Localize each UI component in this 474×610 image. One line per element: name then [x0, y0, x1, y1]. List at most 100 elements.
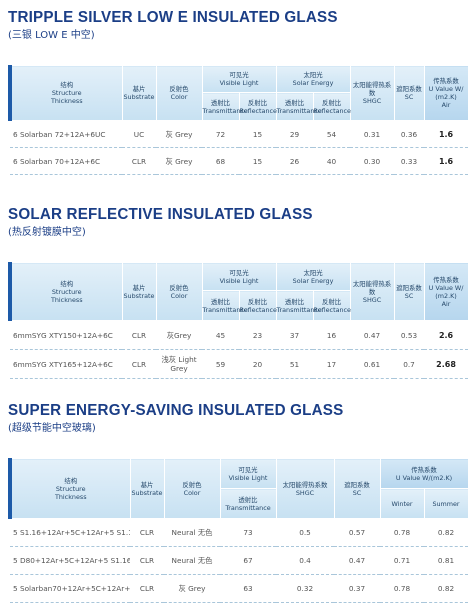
data-cell: 0.37: [334, 574, 380, 603]
data-cell: 0.36: [394, 120, 425, 148]
data-cell: 0.47: [334, 546, 380, 575]
header-text: Reflectance: [239, 106, 277, 115]
header-text: SC: [404, 291, 414, 300]
header-cell: 传热系数 U Value W/(m2.K): [379, 458, 469, 489]
data-cell: 0.78: [380, 574, 424, 603]
data-cell: 72: [202, 120, 239, 148]
header-row: 结构 Structure Thickness 基片 Substrate 反射色 Color 可…: [8, 262, 469, 321]
data-cell: 15: [239, 147, 277, 175]
header-cell: 反射色 Color: [163, 458, 221, 519]
header-cell: 基片 Substrate: [121, 65, 157, 121]
header-row: 透射比 Transmittance 反射比 Reflectance 透射比 Transmi…: [10, 92, 468, 121]
header-text: 反射色: [169, 283, 189, 292]
data-cell: 5 D80+12Ar+5C+12Ar+5 S1.16: [10, 546, 130, 575]
header-cell: Summer: [423, 488, 469, 519]
header-text: Visible Light: [228, 473, 268, 482]
header-cell: 反射色 Color: [155, 65, 203, 121]
header-text: 遮阳系数: [344, 480, 370, 489]
header-cell: 遮阳系数 SC: [393, 65, 425, 121]
header-cell: 透射比 Transmittance: [201, 290, 248, 321]
header-cell: 太阳光 Solar Energy: [275, 262, 351, 291]
data-cell: 29: [276, 120, 314, 148]
data-cell: 0.61: [350, 349, 395, 379]
header-cell: 反射比 Reflectance: [238, 92, 277, 121]
data-cell: 1.6: [424, 120, 469, 148]
data-cell: 0.30: [350, 147, 395, 175]
section-title: TRIPPLE SILVER LOW E INSULATED GLASS: [8, 9, 338, 26]
data-cell: 0.81: [424, 546, 469, 575]
header-text: 透射比: [210, 297, 231, 306]
data-cell: 0.4: [276, 546, 334, 575]
header-text: (m2.K): [435, 93, 457, 101]
header-text: 反射比: [247, 98, 268, 107]
header-cell: 可见光 Visible Light: [201, 65, 277, 93]
header-cell: 透射比 Transmittance: [219, 488, 277, 519]
header-cell: 结构 Structure Thickness: [8, 458, 131, 519]
header-text: SHGC: [362, 97, 382, 105]
data-cell: 灰 Grey: [164, 574, 220, 603]
header-text: 结构: [60, 279, 74, 288]
header-cell: Winter: [379, 488, 425, 519]
header-text: 反射比: [321, 98, 342, 107]
section-subtitle: (热反射镀膜中空): [8, 227, 86, 238]
header-text: SC: [404, 93, 414, 101]
header-text: SHGC: [362, 295, 382, 304]
data-cell: CLR: [130, 518, 164, 547]
data-cell: UC: [122, 120, 156, 148]
header-cell: 透射比 Transmittance: [275, 92, 322, 121]
header-text: Transmittance: [276, 305, 322, 314]
header-text: 遮阳系数: [396, 283, 422, 292]
header-text: Air: [441, 299, 451, 308]
data-cell: 6 Solarban 72+12A+6UC: [10, 120, 122, 148]
header-cell: 可见光 Visible Light: [201, 262, 277, 291]
data-cell: 0.82: [424, 518, 469, 547]
header-cell: 反射比 Reflectance: [238, 290, 277, 321]
header-cell: 反射色 Color: [155, 262, 203, 321]
data-cell: 6mmSYG XTY150+12A+6C: [10, 320, 122, 350]
header-cell: 透射比 Transmittance: [275, 290, 322, 321]
header-text: Reflectance: [239, 305, 277, 314]
header-cell: 太阳能得热系数 SHGC: [275, 458, 335, 519]
header-text: 反射比: [321, 297, 342, 306]
data-row: 5 Solarban70+12Ar+5C+12Ar+5 S1.16CLR灰 Gr…: [10, 574, 469, 603]
section: SOLAR REFLECTIVE INSULATED GLASS (热反射镀膜中空…: [8, 205, 469, 379]
data-cell: CLR: [122, 349, 156, 379]
header-text: Reflectance: [313, 305, 351, 314]
table-body: 6mmSYG XTY150+12A+6C CLR 灰Grey 45 23 37 16 0.47…: [10, 320, 469, 379]
data-cell: CLR: [130, 574, 164, 603]
header-text: 基片: [132, 85, 146, 93]
header-text: Color: [170, 93, 188, 101]
header-text: 太阳能得热系数: [282, 480, 328, 489]
header-text: Reflectance: [313, 106, 351, 115]
section-subtitle: (超级节能中空玻璃): [8, 423, 96, 434]
header-text: Winter: [391, 499, 413, 508]
header-text: 可见光: [238, 465, 258, 474]
data-row: 6mmSYG XTY150+12A+6C CLR 灰Grey 45 23 37 16 0.47…: [10, 320, 469, 350]
data-cell: 0.82: [424, 574, 469, 603]
header-cell: 基片 Substrate: [121, 262, 157, 321]
header-text: 太阳能得热系数: [352, 279, 392, 296]
data-cell: 0.5: [276, 518, 334, 547]
spec-table: 结构 Structure Thickness 基片 Substrate 反射色 Color 可…: [8, 65, 469, 175]
data-cell: 54: [313, 120, 351, 148]
header-cell: 太阳能得热系数 SHGC: [349, 65, 395, 121]
header-text: Solar Energy: [292, 79, 334, 87]
data-cell: 15: [239, 120, 277, 148]
header-text: SHGC: [295, 488, 315, 497]
data-cell: CLR: [130, 546, 164, 575]
section: TRIPPLE SILVER LOW E INSULATED GLASS (三银 …: [8, 8, 469, 175]
header-text: 太阳光: [303, 71, 323, 79]
header-text: 结构: [60, 81, 74, 89]
header-text: 透射比: [284, 297, 305, 306]
data-cell: 45: [202, 320, 239, 350]
header-text: Structure: [51, 89, 82, 97]
header-text: 基片: [132, 283, 146, 292]
data-cell: CLR: [122, 147, 156, 175]
data-cell: 0.31: [350, 120, 395, 148]
data-cell: 37: [276, 320, 314, 350]
table-header: 结构 Structure Thickness 基片 Substrate 反射色 Color 可…: [8, 65, 469, 121]
data-row: 6 Solarban 72+12A+6UC UC 灰 Grey 72 15 29 54 0.3…: [10, 120, 469, 148]
data-cell: 0.33: [394, 147, 425, 175]
header-text: SC: [352, 488, 362, 497]
